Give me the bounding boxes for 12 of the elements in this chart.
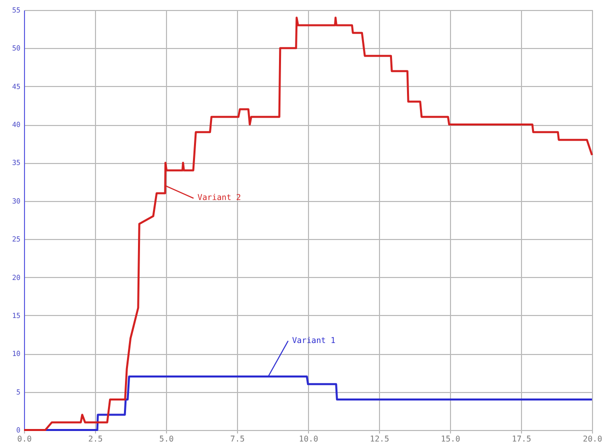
x-tick-label: 2.5	[88, 434, 103, 444]
x-tick-label: 0.0	[17, 434, 32, 444]
x-tick-label: 5.0	[159, 434, 174, 444]
line-series	[23, 16, 593, 431]
x-tick-label: 15.0	[440, 434, 460, 444]
annotation: Variant 2	[198, 193, 242, 202]
x-tick-label: 7.5	[230, 434, 245, 444]
x-tick-label: 20.0	[582, 434, 602, 444]
x-tick-label: 10.0	[298, 434, 318, 444]
x-tick-label: 12.5	[370, 434, 390, 444]
x-tick-label: 17.5	[512, 434, 532, 444]
annotation: Variant 1	[292, 336, 336, 345]
